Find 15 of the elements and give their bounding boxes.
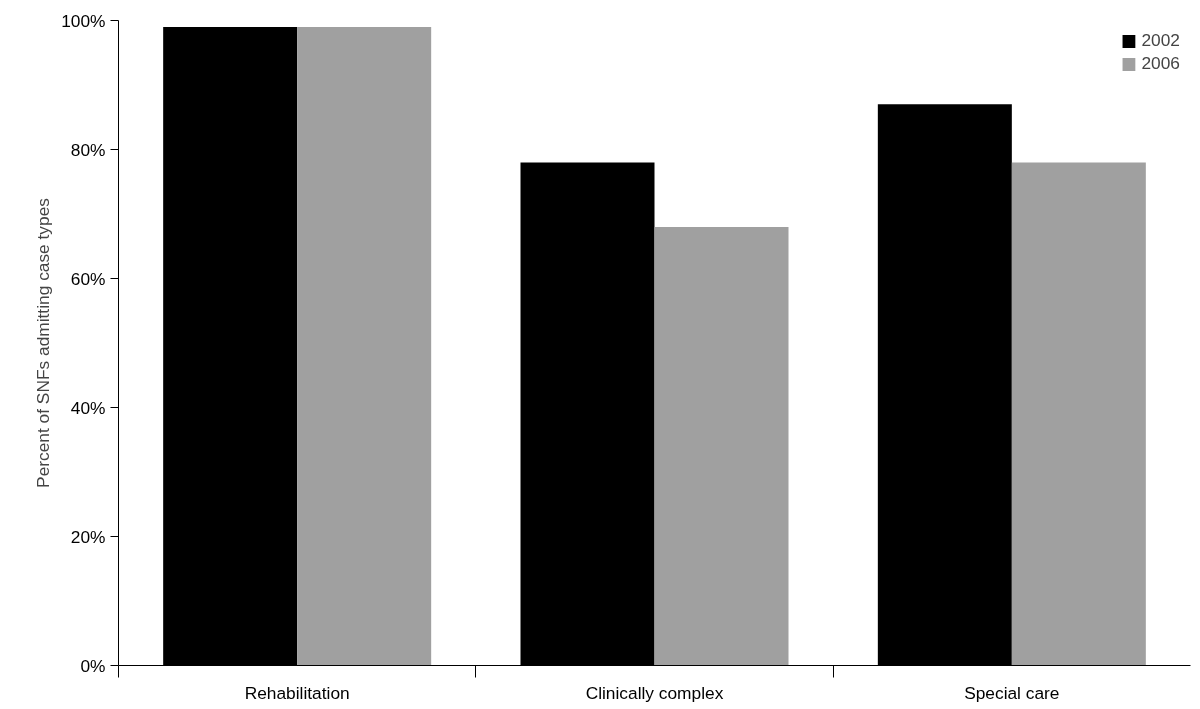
bar [1011, 162, 1146, 666]
x-tick-label: Rehabilitation [244, 682, 350, 703]
bar [297, 26, 432, 666]
y-tick-label: 80% [70, 139, 106, 160]
y-tick-label: 40% [70, 397, 106, 418]
x-tick-label: Special care [964, 682, 1060, 703]
legend-label: 2002 [1141, 30, 1180, 51]
y-tick-label: 100% [61, 10, 106, 31]
y-tick-label: 60% [70, 268, 106, 289]
bar [654, 226, 789, 666]
x-tick-label: Clinically complex [585, 682, 724, 703]
y-tick-label: 20% [70, 526, 106, 547]
y-tick-label: 0% [80, 655, 106, 676]
legend-label: 2006 [1141, 53, 1180, 74]
y-axis-title: Percent of SNFs admitting case types [33, 197, 54, 488]
